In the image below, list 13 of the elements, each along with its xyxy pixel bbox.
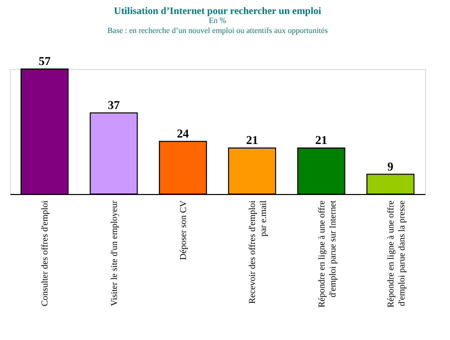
x-tick-label: Consulter des offres d'emploi <box>40 200 50 306</box>
text: Base : en recherche d’un nouvel emploi ou attentifs aux opportunités <box>107 26 328 35</box>
data-label: 9 <box>387 159 394 174</box>
x-tick-label: Visiter le site d'un employeur <box>108 200 119 306</box>
data-label: 24 <box>176 126 189 140</box>
data-label: 21 <box>246 132 258 147</box>
data-label: 57 <box>38 54 51 68</box>
x-tick-label: Recevoir des offres d'emploi par e.mail <box>247 200 268 304</box>
data-label: 21 <box>315 132 328 147</box>
x-tick-label: Déposer son CV <box>178 200 188 260</box>
chart-subtitle: En % <box>208 16 227 25</box>
data-label: 37 <box>108 98 120 112</box>
chart-title: Utilisation d’Internet pour rechercher un emploi <box>114 6 322 17</box>
